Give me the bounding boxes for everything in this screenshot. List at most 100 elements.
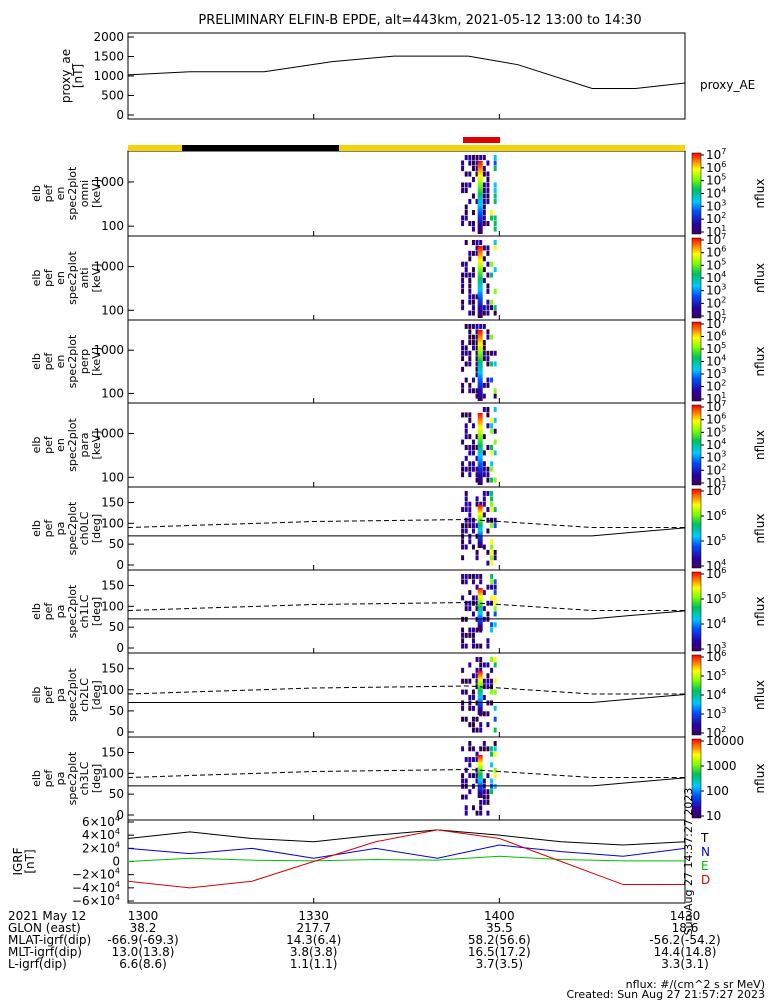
spectrogram-cell bbox=[464, 689, 468, 695]
colorbar-tick-exponent: 6 bbox=[721, 329, 726, 338]
spectrogram-cell bbox=[486, 283, 490, 289]
colorbar-tick-exponent: 7 bbox=[721, 399, 726, 408]
spectrogram-cell bbox=[464, 794, 468, 800]
y-tick-label: −4×104 bbox=[72, 880, 120, 895]
axis-label: [deg] bbox=[90, 597, 103, 626]
spectrogram-cell bbox=[475, 773, 479, 779]
spectrogram-cell bbox=[493, 767, 497, 773]
spectrogram-cell bbox=[493, 716, 497, 722]
colorbar-tick-exponent: 4 bbox=[721, 558, 726, 567]
spectrogram-cell bbox=[479, 324, 483, 329]
spectrogram-cell bbox=[475, 345, 479, 351]
spectrogram-cell bbox=[475, 673, 479, 679]
legend-label: N bbox=[701, 845, 710, 859]
spectrogram-cell bbox=[482, 210, 486, 216]
spectrogram-cell bbox=[490, 762, 494, 768]
colorbar bbox=[691, 152, 702, 235]
y-tick-exponent: 4 bbox=[115, 867, 120, 876]
legend-label: proxy_AE bbox=[700, 78, 755, 92]
spectrogram-cell bbox=[468, 501, 472, 507]
spectrogram-cell bbox=[490, 555, 494, 561]
spectrogram-cell bbox=[479, 579, 483, 585]
footer-value: 217.7 bbox=[296, 921, 330, 935]
spectrogram-cell bbox=[468, 155, 472, 161]
spectrogram-cell bbox=[486, 507, 490, 512]
spectrogram-cell bbox=[490, 450, 494, 456]
spectrogram-cell bbox=[461, 412, 465, 418]
spectrogram-cell bbox=[471, 177, 475, 183]
colorbar-tick-exponent: 3 bbox=[721, 706, 726, 715]
spectrogram-cell bbox=[475, 393, 479, 399]
spectrogram-cell bbox=[468, 705, 472, 711]
spectrogram-cell bbox=[490, 305, 494, 311]
spectrogram-cell bbox=[493, 590, 497, 595]
y-tick-label: 50 bbox=[109, 704, 124, 718]
loss-cone-line bbox=[128, 693, 686, 703]
spectrogram-cell bbox=[461, 627, 465, 633]
spectrogram-cell bbox=[461, 166, 465, 172]
spectrogram-cell bbox=[464, 501, 468, 507]
spectrogram-cell bbox=[493, 221, 497, 227]
axis-label: en bbox=[54, 438, 67, 452]
y-tick-label: 150 bbox=[101, 746, 124, 760]
series-line-T bbox=[127, 829, 686, 846]
spectrogram-cell bbox=[468, 340, 472, 345]
spectrogram-cell bbox=[475, 496, 479, 502]
spectrogram-cell bbox=[475, 606, 479, 612]
spectrogram-cell bbox=[464, 544, 468, 550]
footer-value: -66.9(-69.3) bbox=[107, 933, 178, 947]
spectrogram-cell bbox=[482, 501, 486, 507]
spectrogram-cell bbox=[490, 272, 494, 278]
spectrogram-cell bbox=[471, 377, 475, 383]
spectrogram-cell bbox=[482, 407, 486, 412]
spectrogram-cell bbox=[475, 523, 479, 529]
axis-label: elb bbox=[30, 770, 43, 787]
spectrogram-cell bbox=[486, 600, 490, 606]
spectrogram-cell bbox=[482, 278, 486, 283]
spectrogram-cell bbox=[471, 632, 475, 638]
spectrogram-cell bbox=[490, 789, 494, 795]
spectrogram-cell bbox=[475, 678, 479, 684]
footer-value: 14.4(14.8) bbox=[654, 945, 717, 959]
spectrogram-cell bbox=[475, 643, 479, 649]
spectrogram-cell bbox=[475, 778, 479, 784]
spectrogram-cell bbox=[493, 350, 497, 356]
spectrogram-column bbox=[477, 671, 483, 715]
spectrogram-cell bbox=[486, 177, 490, 183]
y-tick-label: 50 bbox=[109, 787, 124, 801]
footer-value: 1430 bbox=[670, 909, 701, 923]
spectrogram-cell bbox=[479, 155, 483, 161]
spectrogram-cell bbox=[493, 727, 497, 733]
spectrogram-cell bbox=[461, 507, 465, 512]
y-tick-exponent: 4 bbox=[115, 814, 120, 823]
axis-label: elb bbox=[30, 353, 43, 370]
colorbar-tick-exponent: 4 bbox=[721, 354, 726, 363]
colorbar-tick-label: 104 bbox=[706, 687, 726, 702]
spectrogram-cell bbox=[493, 288, 497, 294]
spectrogram-cell bbox=[490, 579, 494, 585]
spectrogram-cell bbox=[471, 574, 475, 579]
colorbar-tick-label: 100 bbox=[706, 784, 729, 798]
footer-value: 1330 bbox=[298, 909, 329, 923]
spectrogram-cell bbox=[482, 305, 486, 311]
spectrogram-cell bbox=[486, 662, 490, 668]
colorbar bbox=[691, 654, 702, 736]
spectrogram-cell bbox=[493, 622, 497, 628]
spectrogram-cell bbox=[479, 657, 483, 662]
spectrogram-cell bbox=[468, 517, 472, 523]
spectrogram-cell bbox=[486, 810, 490, 816]
series-line-N bbox=[127, 844, 686, 859]
spectrogram-cell bbox=[493, 746, 497, 752]
spectrogram-cell bbox=[482, 215, 486, 221]
colorbar-tick-exponent: 6 bbox=[721, 245, 726, 254]
spectrogram-cell bbox=[486, 412, 490, 418]
spectrogram-cell bbox=[490, 600, 494, 606]
colorbar-tick-exponent: 5 bbox=[721, 257, 726, 266]
spectrogram-cell bbox=[461, 356, 465, 362]
spectrogram-cell bbox=[486, 549, 490, 555]
footer-row-label: 2021 May 12 bbox=[8, 909, 86, 923]
spectrogram-cell bbox=[482, 450, 486, 456]
spectrogram-cell bbox=[464, 350, 468, 356]
legend-label: D bbox=[701, 873, 710, 887]
spectrogram-cell bbox=[461, 461, 465, 467]
